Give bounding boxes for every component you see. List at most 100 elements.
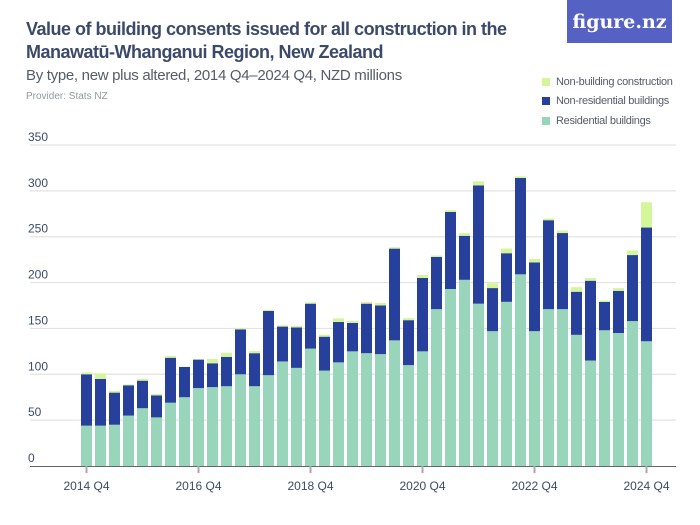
bar-residential-buildings-2018-Q2 [277, 361, 288, 466]
bar-non-building-construction-2017-Q3 [235, 327, 246, 330]
bar-non-building-construction-2024-Q3 [627, 250, 638, 256]
bar-non-residential-buildings-2016-Q3 [179, 366, 190, 398]
bar-residential-buildings-2019-Q2 [333, 362, 344, 466]
bar-non-building-construction-2015-Q2 [109, 390, 120, 393]
bar-non-building-construction-2018-Q2 [277, 325, 288, 327]
bar-residential-buildings-2023-Q1 [543, 309, 554, 466]
bar-non-building-construction-2022-Q1 [487, 283, 498, 289]
bar-non-building-construction-2019-Q2 [333, 318, 344, 323]
bar-non-building-construction-2018-Q3 [291, 325, 302, 328]
x-tick-label: 2024 Q4 [623, 479, 669, 493]
bar-residential-buildings-2015-Q2 [109, 424, 120, 466]
bar-non-building-construction-2015-Q1 [95, 373, 106, 379]
bar-non-residential-buildings-2019-Q1 [319, 336, 330, 371]
bar-non-building-construction-2019-Q3 [347, 320, 358, 323]
bar-non-residential-buildings-2017-Q3 [235, 329, 246, 375]
bar-non-residential-buildings-2015-Q2 [109, 392, 120, 425]
bar-non-building-construction-2023-Q2 [557, 230, 568, 234]
bar-non-building-construction-2018-Q1 [263, 309, 274, 312]
bar-non-residential-buildings-2017-Q2 [221, 356, 232, 387]
bar-residential-buildings-2024-Q1 [599, 330, 610, 466]
bar-non-building-construction-2017-Q1 [207, 358, 218, 364]
bar-non-building-construction-2015-Q3 [123, 384, 134, 386]
bar-non-building-construction-2016-Q1 [151, 394, 162, 396]
chart-title: Value of building consents issued for al… [26, 19, 507, 62]
bar-non-residential-buildings-2019-Q2 [333, 322, 344, 363]
bar-non-building-construction-2021-Q1 [431, 255, 442, 257]
bar-non-building-construction-2022-Q3 [515, 176, 526, 179]
bar-residential-buildings-2015-Q4 [137, 408, 148, 466]
legend-swatch [542, 116, 550, 125]
y-tick-label: 250 [28, 222, 48, 236]
bar-residential-buildings-2014-Q4 [81, 425, 92, 466]
legend-item: Non-residential buildings [542, 92, 673, 112]
y-tick-label: 0 [28, 451, 35, 465]
bar-residential-buildings-2024-Q4 [641, 341, 652, 466]
bar-residential-buildings-2016-Q3 [179, 397, 190, 466]
bar-non-residential-buildings-2024-Q1 [599, 301, 610, 331]
bar-non-residential-buildings-2020-Q2 [389, 248, 400, 341]
bar-residential-buildings-2024-Q3 [627, 321, 638, 466]
bar-residential-buildings-2018-Q3 [291, 367, 302, 466]
bar-residential-buildings-2017-Q4 [249, 386, 260, 466]
bar-residential-buildings-2021-Q1 [431, 309, 442, 466]
legend-swatch [542, 97, 550, 106]
bar-non-residential-buildings-2022-Q2 [501, 253, 512, 302]
y-tick-label: 150 [28, 313, 48, 327]
bar-residential-buildings-2022-Q2 [501, 301, 512, 466]
bar-residential-buildings-2020-Q2 [389, 340, 400, 466]
bar-residential-buildings-2015-Q1 [95, 425, 106, 466]
y-tick-label: 200 [28, 268, 48, 282]
bar-residential-buildings-2024-Q2 [613, 333, 624, 466]
bar-non-building-construction-2016-Q2 [165, 355, 176, 358]
bar-non-building-construction-2017-Q2 [221, 352, 232, 357]
bar-non-residential-buildings-2018-Q3 [291, 327, 302, 368]
bar-non-residential-buildings-2021-Q3 [459, 235, 470, 280]
bar-non-building-construction-2018-Q4 [305, 302, 316, 304]
bar-non-residential-buildings-2022-Q3 [515, 178, 526, 275]
legend-item: Residential buildings [542, 111, 673, 131]
x-tick-label: 2014 Q4 [63, 479, 109, 493]
y-tick-label: 350 [28, 130, 48, 144]
bar-non-residential-buildings-2016-Q2 [165, 357, 176, 403]
legend: Non-building construction Non-residential… [542, 72, 673, 131]
bar-residential-buildings-2022-Q1 [487, 331, 498, 466]
bar-residential-buildings-2020-Q1 [375, 354, 386, 466]
x-tick-label: 2018 Q4 [287, 479, 333, 493]
bar-non-residential-buildings-2019-Q3 [347, 322, 358, 352]
bar-non-residential-buildings-2024-Q3 [627, 255, 638, 322]
bar-non-residential-buildings-2020-Q4 [417, 277, 428, 352]
bar-non-residential-buildings-2023-Q3 [571, 291, 582, 335]
bar-non-residential-buildings-2023-Q1 [543, 220, 554, 310]
bar-non-building-construction-2023-Q4 [585, 278, 596, 281]
bar-non-residential-buildings-2021-Q1 [431, 256, 442, 310]
bar-non-residential-buildings-2020-Q1 [375, 305, 386, 355]
bar-non-residential-buildings-2017-Q4 [249, 353, 260, 387]
y-tick-label: 100 [28, 359, 48, 373]
bar-non-residential-buildings-2022-Q4 [529, 262, 540, 332]
legend-swatch [542, 77, 550, 86]
bar-residential-buildings-2020-Q3 [403, 365, 414, 466]
bar-non-building-construction-2022-Q4 [529, 259, 540, 263]
chart-subtitle: By type, new plus altered, 2014 Q4–2024 … [26, 67, 402, 84]
bar-non-building-construction-2019-Q4 [361, 302, 372, 304]
bar-non-residential-buildings-2024-Q2 [613, 290, 624, 334]
bar-non-residential-buildings-2023-Q2 [557, 233, 568, 310]
bar-non-residential-buildings-2019-Q4 [361, 303, 372, 354]
bar-non-residential-buildings-2021-Q4 [473, 185, 484, 304]
bar-residential-buildings-2017-Q1 [207, 387, 218, 466]
bar-residential-buildings-2019-Q1 [319, 370, 330, 466]
legend-label: Non-residential buildings [556, 95, 669, 108]
bar-non-building-construction-2022-Q2 [501, 248, 512, 254]
bar-residential-buildings-2017-Q2 [221, 386, 232, 466]
bar-non-residential-buildings-2018-Q1 [263, 311, 274, 376]
legend-label: Non-building construction [556, 75, 673, 88]
x-tick-label: 2022 Q4 [511, 479, 557, 493]
bar-non-residential-buildings-2015-Q4 [137, 380, 148, 409]
bar-residential-buildings-2015-Q3 [123, 415, 134, 466]
bar-non-building-construction-2021-Q3 [459, 233, 470, 236]
bar-non-residential-buildings-2016-Q4 [193, 359, 204, 389]
figure-nz-logo[interactable]: figure.nz [567, 0, 672, 43]
